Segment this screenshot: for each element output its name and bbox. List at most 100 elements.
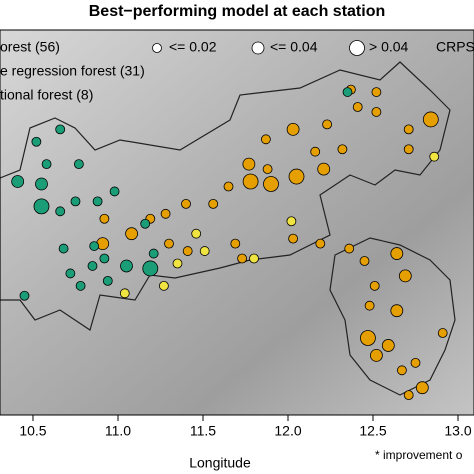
terrain-background [0,30,474,415]
station-point [55,124,66,135]
station-point [120,259,133,273]
size-legend-symbol [251,41,265,55]
station-point [288,168,305,185]
station-point [33,198,50,215]
size-legend-label: > 0.04 [369,39,409,55]
station-point [381,339,395,352]
station-point [286,216,297,227]
station-point [181,198,191,209]
station-point [403,390,414,401]
station-point [148,248,159,259]
station-point [437,328,448,338]
station-point [35,177,48,191]
station-point [92,196,103,207]
map-area [0,30,474,415]
station-point [164,238,174,249]
station-point [158,280,169,291]
station-point [172,258,183,269]
station-point [208,198,219,209]
size-legend-label: <= 0.02 [169,39,217,55]
x-tick-label: 10.5 [19,423,46,439]
station-point [142,260,159,277]
station-point [223,181,234,192]
station-point [99,253,110,264]
station-point [191,228,202,239]
legend-label: tional forest (8) [0,87,93,103]
legend-label: e regression forest (31) [0,63,145,79]
station-point [398,269,412,283]
station-point [315,238,326,249]
station-point [369,280,380,291]
station-point [182,246,193,256]
station-point [359,256,370,266]
station-point [11,175,25,188]
station-point [397,365,407,376]
map-title: Best−performing model at each station [89,3,386,20]
size-legend-title: CRPS [436,39,474,55]
station-point [70,196,81,207]
station-point [125,227,138,241]
station-point [261,134,271,145]
station-point [344,243,355,254]
station-point [140,218,151,229]
size-legend-symbol [152,43,162,53]
x-tick-label: 11.5 [190,423,216,439]
x-tick-label: 12.5 [359,423,386,439]
station-point [286,122,300,136]
x-tick-label: 12.0 [274,423,301,439]
station-point [65,268,76,279]
station-point [237,253,248,264]
station-point [288,233,299,244]
north-tyrol-border [0,61,451,331]
station-point [102,275,113,286]
station-point [249,253,259,264]
station-point [230,238,241,249]
station-point [31,136,42,147]
station-point [352,102,363,112]
station-point [403,124,414,135]
station-point [337,144,348,155]
station-point [322,119,333,130]
x-tick-label: 11.0 [105,423,131,439]
station-point [310,146,321,157]
station-point [160,208,171,219]
footnote: * improvement o [375,448,463,462]
x-axis-label: Longitude [189,455,251,471]
station-point [370,348,383,362]
station-point [390,304,404,318]
station-point [58,243,69,254]
station-point [390,247,404,260]
station-point [429,151,440,162]
legend-label: orest (56) [0,39,60,55]
x-tick-label: 13.0 [444,423,471,439]
station-point [89,241,100,251]
plot-frame [0,29,474,416]
station-point [415,381,429,395]
station-point [371,87,382,97]
station-point [242,173,259,190]
station-point [403,144,414,155]
station-point [371,107,382,117]
station-point [360,330,376,346]
station-point [199,246,210,256]
station-point [342,87,353,97]
station-point [263,176,279,192]
station-point [410,357,421,368]
station-point [99,213,110,224]
legend: orest (56) e regression forest (31) tional… [0,39,474,103]
station-point [242,157,256,171]
size-legend-label: <= 0.04 [270,39,318,55]
station-point [119,288,130,299]
east-tyrol-border [329,237,456,396]
station-point [262,164,273,174]
station-point [73,159,84,170]
size-legend-symbol [349,40,365,56]
station-point [317,162,331,176]
station-point [55,206,66,217]
station-point [422,111,439,128]
station-point [364,300,375,311]
station-point [75,280,86,291]
station-point [41,159,52,170]
station-point [109,186,120,197]
